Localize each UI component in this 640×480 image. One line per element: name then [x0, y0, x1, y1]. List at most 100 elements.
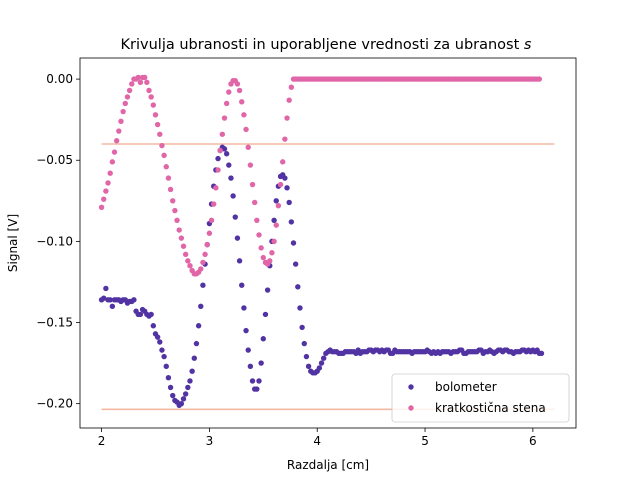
data-point [288, 219, 295, 225]
data-point [159, 142, 165, 149]
data-point [187, 378, 193, 384]
x-tick-label: 4 [313, 434, 321, 448]
data-point [251, 199, 258, 206]
data-point [226, 89, 232, 95]
data-point [234, 235, 241, 241]
data-point [215, 155, 221, 162]
data-point [178, 400, 185, 407]
data-point [316, 365, 323, 371]
data-point [297, 305, 303, 311]
legend-box [391, 373, 570, 423]
x-tick-label: 6 [529, 434, 537, 448]
data-point [98, 204, 105, 210]
data-point [180, 243, 187, 249]
data-point [176, 227, 182, 233]
series-kratkosticna-stena [98, 74, 543, 277]
data-point [200, 282, 206, 288]
data-point [280, 159, 286, 165]
plot-area [98, 74, 555, 411]
data-point [182, 251, 189, 258]
data-point [118, 118, 124, 124]
axes-frame [79, 57, 577, 429]
y-tick-label: 0.00 [46, 72, 73, 86]
data-point [267, 258, 273, 264]
data-point [193, 340, 200, 347]
data-point [150, 102, 157, 108]
data-point [318, 360, 325, 366]
data-point [200, 259, 206, 266]
data-point [249, 378, 256, 384]
data-point [236, 87, 243, 94]
data-point [282, 136, 288, 142]
data-point [198, 303, 204, 309]
data-point [320, 355, 327, 361]
data-point [226, 162, 232, 168]
data-point [241, 112, 247, 118]
data-point [187, 263, 193, 269]
data-point [245, 144, 251, 150]
data-point [111, 149, 118, 155]
data-point [208, 217, 215, 223]
data-point [195, 323, 202, 329]
data-point [284, 185, 290, 191]
data-point [239, 282, 245, 288]
data-point [288, 84, 295, 90]
data-point [109, 303, 116, 309]
x-tick-label: 3 [206, 434, 214, 448]
data-point [103, 188, 109, 194]
data-point [107, 170, 113, 176]
y-tick-label: −0.15 [36, 316, 73, 330]
data-point [126, 87, 133, 94]
y-tick-label: −0.20 [36, 397, 73, 411]
data-point [223, 151, 230, 157]
data-point [146, 87, 152, 94]
data-point [137, 311, 144, 318]
data-point [189, 368, 195, 374]
data-point [154, 334, 161, 340]
data-point [211, 201, 217, 207]
data-point [239, 99, 245, 105]
data-point [282, 175, 288, 181]
data-point [159, 347, 165, 353]
data-point [217, 147, 223, 154]
data-point [144, 79, 150, 86]
data-point [129, 81, 135, 87]
data-point [165, 374, 172, 381]
data-point [254, 386, 260, 392]
y-axis-label: Signal [V] [6, 214, 20, 272]
data-point [152, 112, 159, 118]
data-point [178, 235, 185, 241]
data-point [301, 340, 307, 347]
data-point [230, 193, 236, 199]
data-point [247, 162, 254, 168]
data-point [172, 207, 178, 214]
y-tick-label: −0.05 [36, 153, 73, 167]
x-tick-label: 5 [421, 434, 429, 448]
data-point [223, 100, 230, 107]
data-point [182, 391, 189, 397]
x-tick-label: 2 [98, 434, 106, 448]
data-point [241, 305, 247, 311]
data-point [260, 336, 266, 342]
data-point [234, 81, 241, 87]
data-point [107, 297, 113, 303]
data-point [148, 94, 154, 100]
y-axis: 0.00 −0.05 −0.10 −0.15 −0.20 [36, 72, 80, 411]
data-point [273, 198, 279, 204]
data-point [243, 327, 249, 334]
data-point [170, 392, 176, 399]
data-point [198, 266, 204, 272]
data-point [286, 97, 292, 103]
data-point [137, 79, 144, 86]
data-point [170, 198, 176, 204]
data-point [292, 261, 299, 267]
data-point [295, 284, 301, 290]
data-point [202, 251, 208, 258]
data-point [219, 131, 226, 137]
chart-title: Krivulja ubranosti in uporabljene vredno… [121, 37, 532, 53]
data-point [206, 230, 213, 236]
data-point [122, 100, 128, 107]
data-point [163, 164, 169, 170]
data-point [191, 355, 197, 361]
